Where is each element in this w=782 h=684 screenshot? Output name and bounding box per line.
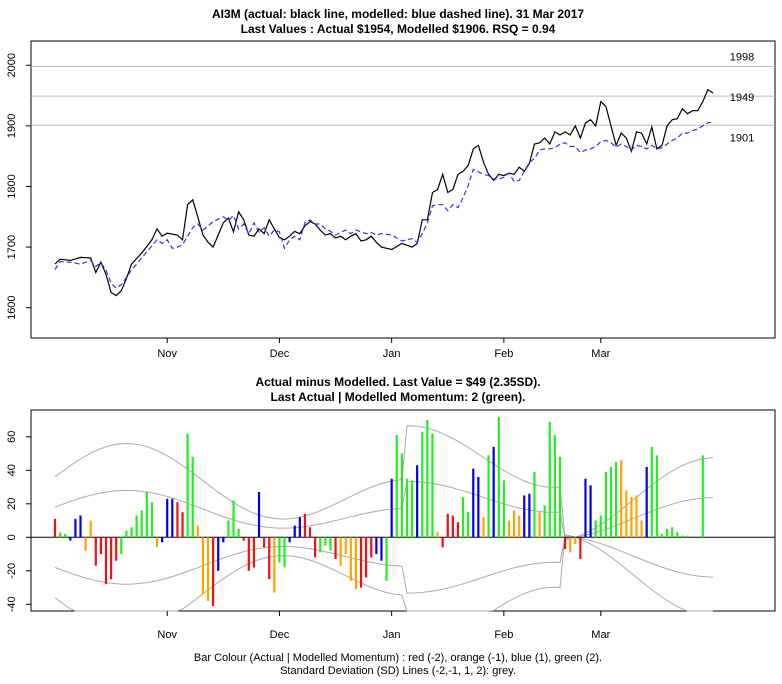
actual-series-line — [54, 88, 714, 297]
sd-line-minus-1 — [54, 535, 714, 594]
y-tick-label: 20 — [6, 498, 18, 510]
top-y-axis: 1600 1700 1800 1900 2000 — [6, 53, 31, 320]
y-tick-label: 1800 — [6, 174, 18, 198]
caption-line-1: Bar Colour (Actual | Modelled Momentum) … — [194, 652, 602, 664]
x-tick-label: Mar — [591, 629, 610, 641]
x-tick-label: Jan — [383, 348, 401, 360]
x-tick-label: Feb — [494, 629, 513, 641]
x-tick-label: Nov — [157, 348, 177, 360]
bottom-plot-frame — [30, 409, 776, 612]
bottom-x-axis: Nov Dec Jan Feb Mar — [157, 611, 611, 641]
bars-group — [53, 416, 704, 606]
reference-line-label: 1949 — [730, 92, 754, 104]
bottom-chart-subtitle: Last Actual | Modelled Momentum: 2 (gree… — [271, 390, 526, 404]
bottom-y-axis: -40 -20 0 20 40 60 — [6, 431, 31, 612]
top-chart-subtitle: Last Values : Actual $1954, Modelled $19… — [241, 22, 556, 36]
reference-line-label: 1998 — [730, 51, 754, 63]
y-tick-label: -40 — [6, 596, 18, 612]
reference-line-label: 1901 — [730, 132, 754, 144]
x-tick-label: Jan — [383, 629, 401, 641]
y-tick-label: 1700 — [6, 235, 18, 259]
y-tick-label: -20 — [6, 563, 18, 579]
y-tick-label: 60 — [6, 431, 18, 443]
sd-lines-group — [54, 425, 714, 612]
sd-line-plus-1 — [54, 480, 714, 540]
x-tick-label: Dec — [270, 348, 290, 360]
bottom-chart-title: Actual minus Modelled. Last Value = $49 … — [255, 375, 540, 389]
y-tick-label: 1600 — [6, 295, 18, 319]
x-tick-label: Dec — [270, 629, 290, 641]
top-series-group — [54, 88, 714, 297]
top-reference-lines: 1998 1949 1901 — [31, 51, 775, 144]
y-tick-label: 40 — [6, 464, 18, 476]
y-tick-label: 0 — [6, 534, 18, 540]
caption-line-2: Standard Deviation (SD) Lines (-2,-1, 1,… — [280, 665, 516, 677]
x-tick-label: Nov — [157, 629, 177, 641]
sd-line-plus-2 — [54, 425, 714, 541]
x-tick-label: Mar — [591, 348, 610, 360]
top-x-axis: Nov Dec Jan Feb Mar — [157, 338, 611, 360]
modelled-series-line — [54, 121, 714, 290]
x-tick-label: Feb — [494, 348, 513, 360]
y-tick-label: 1900 — [6, 114, 18, 138]
top-plot-frame — [30, 40, 776, 339]
sd-line-minus-2 — [54, 534, 713, 612]
y-tick-label: 2000 — [6, 53, 18, 77]
top-chart-title: AI3M (actual: black line, modelled: blue… — [212, 7, 584, 21]
